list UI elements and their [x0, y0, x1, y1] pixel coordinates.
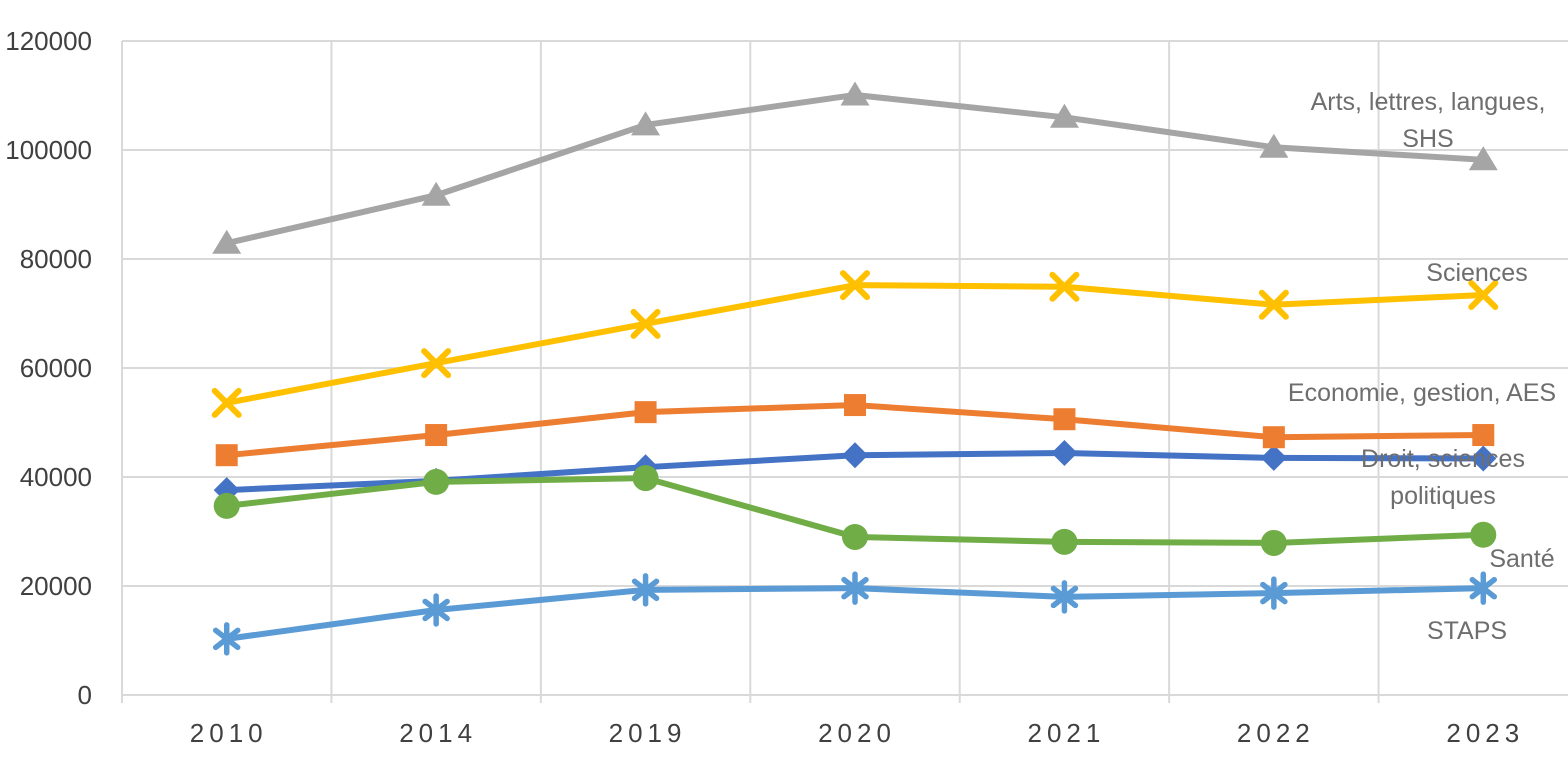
- y-tick-label: 120000: [5, 26, 92, 56]
- x-marker: [421, 348, 452, 379]
- series-label-Arts, lettres, langues, SHS: Arts, lettres, langues,: [1311, 88, 1546, 116]
- y-tick-label: 60000: [20, 353, 92, 383]
- triangle-marker: [631, 111, 661, 136]
- triangle-marker: [840, 81, 870, 106]
- diamond-marker: [1470, 445, 1497, 472]
- diamond-marker: [1260, 444, 1287, 471]
- series-label-Santé: Santé: [1489, 545, 1554, 573]
- x-marker: [630, 308, 661, 339]
- square-marker: [215, 444, 238, 467]
- triangle-marker: [421, 181, 451, 206]
- asterisk-marker: [212, 622, 241, 656]
- x-tick-label: 2022: [1237, 718, 1315, 748]
- series-label-Droit, sciences politiques: politiques: [1390, 482, 1496, 510]
- x-tick-label: 2020: [818, 718, 896, 748]
- asterisk-marker: [1050, 580, 1079, 614]
- square-marker: [1262, 426, 1285, 449]
- asterisk-marker: [841, 571, 869, 605]
- diamond-marker: [1051, 440, 1078, 467]
- y-tick-label: 100000: [5, 135, 92, 165]
- x-marker: [1049, 271, 1080, 302]
- triangle-marker: [1259, 133, 1289, 158]
- x-marker: [1468, 279, 1499, 310]
- circle-marker: [213, 492, 240, 519]
- diamond-marker: [842, 442, 868, 469]
- circle-marker: [1260, 529, 1287, 556]
- series-label-STAPS: STAPS: [1427, 617, 1507, 645]
- square-marker: [1053, 408, 1076, 431]
- x-marker: [1258, 289, 1289, 320]
- x-tick-label: 2014: [399, 718, 477, 748]
- circle-marker: [423, 468, 450, 495]
- asterisk-marker: [1469, 571, 1498, 605]
- series-label-Arts, lettres, langues, SHS: SHS: [1402, 125, 1453, 153]
- square-marker: [1472, 424, 1495, 447]
- square-marker: [844, 394, 866, 417]
- x-tick-label: 2023: [1446, 718, 1524, 748]
- square-marker: [425, 424, 448, 447]
- triangle-marker: [1468, 146, 1498, 171]
- x-tick-label: 2010: [190, 718, 268, 748]
- square-marker: [634, 401, 657, 424]
- triangle-marker: [1049, 103, 1079, 128]
- asterisk-marker: [631, 573, 660, 607]
- y-tick-label: 0: [78, 680, 92, 710]
- y-tick-label: 80000: [20, 244, 92, 274]
- series-label-Sciences: Sciences: [1426, 259, 1527, 287]
- x-tick-label: 2019: [609, 718, 687, 748]
- y-tick-label: 40000: [20, 462, 92, 492]
- circle-marker: [842, 523, 868, 550]
- circle-marker: [1470, 521, 1497, 548]
- series-label-Droit, sciences politiques: Droit, sciences: [1361, 445, 1525, 473]
- series-label-Economie, gestion, AES: Economie, gestion, AES: [1288, 379, 1556, 407]
- triangle-marker: [212, 229, 242, 254]
- x-marker: [840, 270, 870, 301]
- y-tick-label: 20000: [20, 571, 92, 601]
- x-tick-label: 2021: [1028, 718, 1106, 748]
- series-line-Arts, lettres, langues, SHS: [223, 91, 1487, 247]
- x-marker: [211, 387, 242, 418]
- circle-marker: [632, 465, 659, 492]
- circle-marker: [1051, 528, 1078, 555]
- asterisk-marker: [1260, 576, 1288, 610]
- asterisk-marker: [422, 593, 450, 627]
